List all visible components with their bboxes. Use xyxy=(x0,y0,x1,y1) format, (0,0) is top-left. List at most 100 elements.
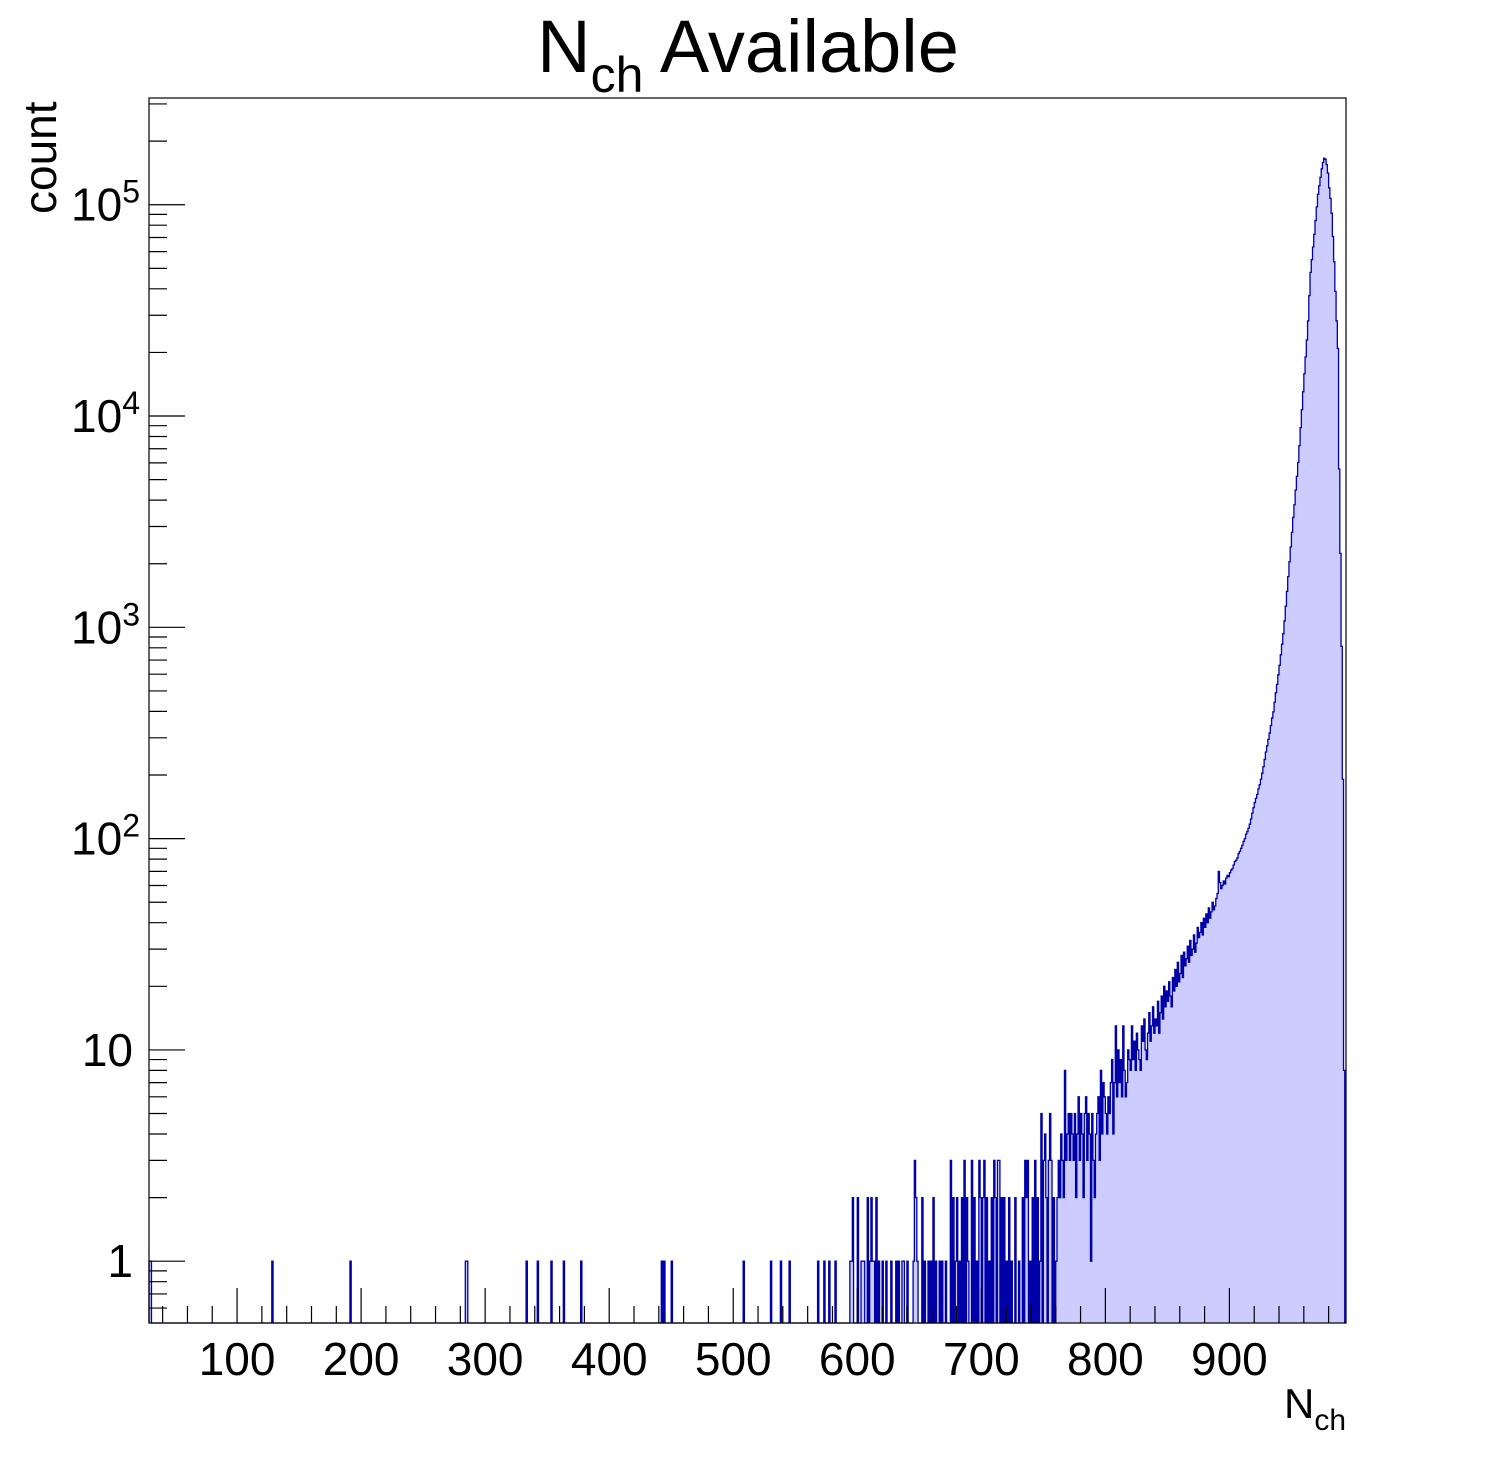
histogram-bin xyxy=(1326,164,1328,1323)
plot-frame xyxy=(148,97,1347,1324)
histogram-bin xyxy=(465,1261,467,1323)
histogram-bin xyxy=(1308,295,1311,1323)
histogram-bin xyxy=(1150,1041,1152,1323)
histogram-bin xyxy=(1148,1012,1151,1323)
histogram-bin xyxy=(1146,1059,1148,1323)
histogram-bin xyxy=(1214,905,1217,1323)
histogram-bin xyxy=(1223,881,1225,1323)
histogram-bin xyxy=(849,1261,852,1323)
histogram-bin xyxy=(860,1261,863,1323)
histogram-bin xyxy=(1024,1160,1027,1323)
histogram-bin xyxy=(1126,1082,1129,1323)
histogram-bin xyxy=(1317,194,1320,1324)
histogram-bin xyxy=(1297,462,1300,1323)
histogram-bin xyxy=(1116,1096,1119,1323)
histogram-bin xyxy=(1316,206,1318,1323)
histogram-bin xyxy=(1183,952,1186,1323)
histogram-bin xyxy=(1275,692,1277,1323)
histogram-bin xyxy=(1257,788,1260,1323)
histogram-bin xyxy=(1337,348,1339,1324)
histogram-bin xyxy=(1159,1012,1162,1323)
histogram-bin xyxy=(1248,828,1250,1323)
histogram-bin xyxy=(1122,1025,1125,1323)
histogram-bin xyxy=(1277,674,1280,1323)
histogram-bin xyxy=(1056,1197,1059,1323)
histogram-bin xyxy=(1145,1049,1147,1323)
y-tick-label: 103 xyxy=(71,596,140,653)
y-tick-label-exponent: 3 xyxy=(122,596,140,632)
histogram-bin xyxy=(1090,1261,1093,1323)
histogram-bin xyxy=(1156,1025,1158,1323)
histogram-bin xyxy=(1233,865,1235,1323)
histogram-bin xyxy=(1086,1160,1089,1323)
y-tick-label-base: 10 xyxy=(82,1024,133,1076)
histogram-bin xyxy=(1102,1082,1105,1323)
histogram-bin xyxy=(1312,246,1315,1323)
histogram-bin xyxy=(1338,468,1341,1323)
histogram-bin xyxy=(1151,1025,1153,1323)
histogram-bin xyxy=(1173,991,1176,1323)
histogram-bin xyxy=(1181,955,1183,1323)
histogram-bin xyxy=(1044,1133,1047,1323)
histogram-bin xyxy=(1174,969,1177,1323)
histogram-bin xyxy=(1172,977,1174,1323)
histogram-bin xyxy=(1081,1133,1084,1323)
histogram-bin xyxy=(869,1261,872,1323)
histogram-bin xyxy=(1061,1160,1064,1323)
histogram-bin xyxy=(1128,1059,1131,1323)
histogram-bin xyxy=(997,1160,1000,1323)
histogram-bin xyxy=(1087,1113,1090,1323)
histogram-bin xyxy=(1302,391,1305,1323)
histogram-bin xyxy=(1240,848,1243,1323)
histogram-bin xyxy=(1213,909,1215,1323)
histogram-bin xyxy=(1125,1096,1127,1323)
histogram-bin xyxy=(978,1160,981,1323)
histogram-bin xyxy=(1137,1049,1140,1323)
histogram-bin xyxy=(914,1160,916,1323)
histogram-bin xyxy=(1218,871,1220,1323)
histogram-bin xyxy=(1096,1113,1099,1323)
histogram-bin xyxy=(1251,813,1254,1323)
histogram-bin xyxy=(1204,927,1207,1323)
histogram-bin xyxy=(1306,339,1308,1323)
histogram-bin xyxy=(1109,1113,1111,1323)
chart-title-sub: ch xyxy=(591,47,644,103)
histogram-bin xyxy=(1078,1096,1080,1323)
chart-title-main: N xyxy=(537,5,590,88)
x-tick-label: 300 xyxy=(447,1333,524,1385)
histogram-bin xyxy=(1287,576,1290,1323)
histogram-bin xyxy=(1112,1133,1115,1323)
histogram-bin xyxy=(1245,834,1248,1323)
histogram-bin xyxy=(1324,159,1327,1323)
histogram-bin xyxy=(1168,981,1171,1323)
histogram-bin xyxy=(1274,702,1276,1323)
histogram-bin xyxy=(1264,759,1266,1323)
histogram-bin xyxy=(1256,794,1259,1323)
histogram-bin xyxy=(1254,802,1256,1323)
histogram-bin xyxy=(1225,878,1228,1323)
histogram-bin xyxy=(1290,547,1292,1323)
histogram-bin xyxy=(1202,934,1204,1323)
y-tick-label-base: 10 xyxy=(71,601,122,653)
histogram-bin xyxy=(1219,882,1222,1323)
histogram-bin xyxy=(1313,234,1316,1323)
histogram-bin xyxy=(1310,272,1312,1324)
histogram-bin xyxy=(1332,236,1334,1323)
histogram-bin xyxy=(1260,779,1263,1323)
y-tick-label: 10 xyxy=(82,1024,133,1076)
histogram-bin xyxy=(901,1261,904,1323)
histogram-bin xyxy=(1075,1197,1078,1323)
chart-title-rest: Available xyxy=(643,5,958,88)
histogram-bin xyxy=(1285,606,1287,1323)
histogram-bin xyxy=(1319,177,1322,1323)
histogram-bin xyxy=(1272,711,1275,1323)
histogram-bin xyxy=(1238,853,1240,1323)
histogram-bin xyxy=(1059,1197,1062,1323)
x-tick-label: 800 xyxy=(1067,1333,1144,1385)
x-axis: 100 200 300 400 500 600 700 800 900 xyxy=(162,1288,1330,1385)
histogram-bin xyxy=(1209,918,1212,1323)
histogram-bin xyxy=(1288,561,1291,1323)
histogram-bin xyxy=(1300,427,1302,1323)
histogram-bin xyxy=(851,1261,853,1323)
